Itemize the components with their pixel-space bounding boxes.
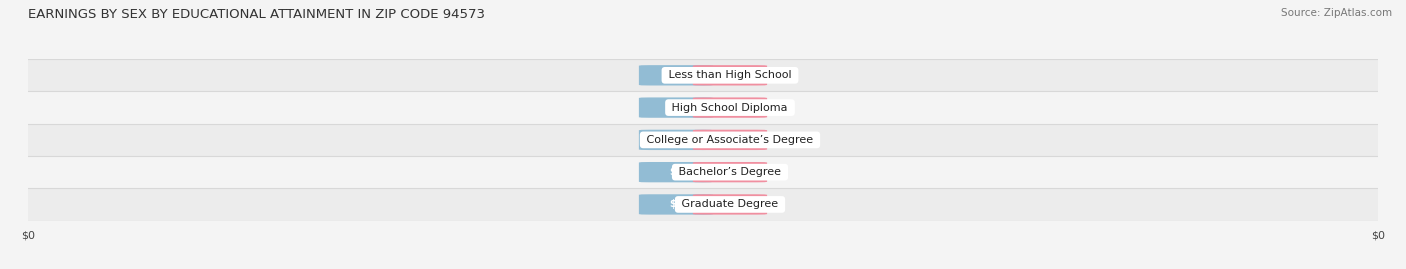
Text: $0: $0 [723,102,737,113]
Bar [28,124,1378,156]
Text: College or Associate’s Degree: College or Associate’s Degree [643,135,817,145]
Bar [28,91,1378,124]
Text: $0: $0 [669,135,683,145]
FancyBboxPatch shape [638,130,713,150]
Text: Less than High School: Less than High School [665,70,794,80]
FancyBboxPatch shape [638,194,713,215]
Text: $0: $0 [669,70,683,80]
Text: Bachelor’s Degree: Bachelor’s Degree [675,167,785,177]
Text: EARNINGS BY SEX BY EDUCATIONAL ATTAINMENT IN ZIP CODE 94573: EARNINGS BY SEX BY EDUCATIONAL ATTAINMEN… [28,8,485,21]
Text: $0: $0 [723,199,737,210]
FancyBboxPatch shape [693,97,768,118]
Bar [28,59,1378,91]
Text: $0: $0 [669,199,683,210]
FancyBboxPatch shape [693,162,768,182]
FancyBboxPatch shape [693,65,768,86]
FancyBboxPatch shape [693,194,768,215]
FancyBboxPatch shape [638,162,713,182]
Text: $0: $0 [669,167,683,177]
Bar [28,156,1378,188]
FancyBboxPatch shape [638,65,713,86]
Text: $0: $0 [723,70,737,80]
Text: $0: $0 [723,135,737,145]
FancyBboxPatch shape [638,97,713,118]
FancyBboxPatch shape [693,130,768,150]
Text: $0: $0 [723,167,737,177]
Text: $0: $0 [669,102,683,113]
Text: High School Diploma: High School Diploma [668,102,792,113]
Text: Graduate Degree: Graduate Degree [678,199,782,210]
Bar [28,188,1378,221]
Text: Source: ZipAtlas.com: Source: ZipAtlas.com [1281,8,1392,18]
